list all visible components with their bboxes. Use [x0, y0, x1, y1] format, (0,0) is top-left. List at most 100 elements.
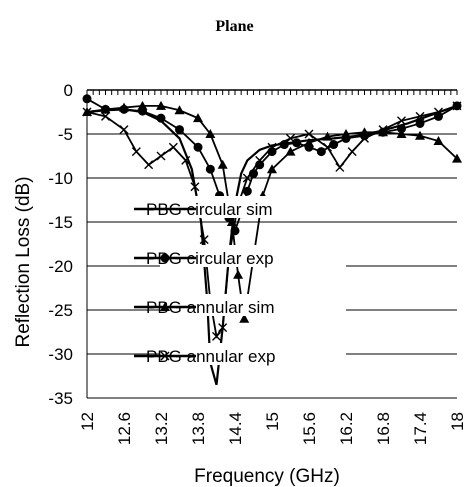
x-marker: [160, 351, 170, 361]
circle-marker: [160, 253, 170, 263]
y-tick-label: -25: [48, 301, 73, 320]
triangle-marker: [396, 129, 407, 138]
x-marker: [304, 129, 314, 139]
x-tick-label: 14.4: [226, 412, 245, 445]
triangle-marker: [156, 100, 166, 110]
triangle-marker: [322, 131, 333, 141]
triangle-marker: [217, 159, 228, 169]
x-marker: [434, 107, 443, 117]
triangle-marker: [267, 164, 277, 174]
x-tick-label: 18: [448, 412, 467, 431]
x-marker: [168, 142, 178, 152]
series-layer: [82, 94, 462, 386]
chart-title: Plane: [215, 18, 254, 35]
circle-marker: [156, 113, 166, 123]
circle-marker: [415, 118, 425, 128]
triangle-marker: [433, 136, 444, 146]
circle-marker: [242, 186, 252, 196]
x-tick-label: 13.2: [152, 412, 171, 445]
x-marker: [181, 155, 191, 165]
series-triangle: [82, 100, 462, 323]
triangle-marker: [378, 127, 388, 137]
circle-marker: [329, 140, 339, 150]
x-marker: [452, 101, 462, 111]
x-marker: [101, 111, 110, 121]
axes: [86, 89, 458, 399]
triangle-marker: [452, 153, 462, 163]
x-marker: [335, 162, 345, 172]
triangle-marker: [193, 113, 203, 123]
triangle-marker: [415, 130, 425, 140]
circle-marker: [316, 147, 326, 157]
legend-label: PBG circular sim: [146, 200, 273, 219]
triangle-marker: [137, 100, 148, 110]
triangle-marker: [205, 129, 216, 138]
circle-marker: [175, 125, 184, 135]
triangle-marker: [174, 105, 185, 115]
triangle-marker: [160, 302, 170, 311]
x-marker: [242, 173, 252, 183]
triangle-marker: [285, 146, 296, 156]
x-tick-label: 15.6: [300, 412, 319, 445]
x-tick-label: 17.4: [411, 412, 430, 445]
x-marker: [212, 331, 221, 341]
x-marker: [199, 235, 209, 245]
legend: PBG circular sim PBG circular exp PBG annu…: [134, 196, 346, 366]
x-marker: [156, 151, 166, 161]
circle-marker: [193, 142, 203, 152]
x-marker: [131, 147, 141, 157]
x-marker: [397, 116, 406, 126]
legend-bg: [160, 196, 346, 218]
legend-bg: [160, 294, 346, 316]
legend-entry: PBG circular sim: [134, 196, 346, 219]
x-marker: [119, 125, 129, 135]
triangle-marker: [100, 104, 111, 114]
y-tick-label: -20: [48, 257, 73, 276]
legend-entry: PBG circular exp: [134, 245, 346, 268]
triangle-marker: [359, 127, 370, 137]
legend-entry: PBG annular sim: [134, 294, 346, 317]
legend-bg: [160, 245, 346, 267]
circle-marker: [292, 138, 302, 148]
x-marker: [378, 125, 388, 135]
triangle-marker: [239, 313, 250, 323]
x-marker: [347, 147, 357, 157]
x-tick-label: 16.2: [337, 412, 356, 445]
triangle-marker: [233, 269, 244, 279]
circle-marker: [82, 94, 92, 104]
triangle-marker: [341, 129, 351, 138]
legend-bg: [160, 343, 346, 365]
y-tick-label: -10: [48, 169, 73, 188]
y-tick-label: -35: [48, 389, 73, 408]
legend-entry: PBG annular exp: [134, 343, 346, 366]
tick-labels: 0 -5 -10 -15 -20 -25 -30 -35 12 12.6 13.2 13.8 14.4 1…: [48, 81, 467, 445]
x-marker: [255, 155, 265, 165]
y-tick-label: -5: [58, 125, 73, 144]
x-marker: [415, 111, 425, 121]
x-marker: [218, 323, 228, 333]
y-axis-title: Reflection Loss (dB): [13, 176, 34, 347]
x-marker: [360, 133, 369, 143]
x-marker: [323, 142, 332, 152]
triangle-marker: [119, 102, 129, 112]
circle-marker: [205, 164, 215, 174]
x-axis-title: Frequency (GHz): [194, 466, 340, 487]
x-tick-label: 13.8: [189, 412, 208, 445]
legend-label: PBG circular exp: [146, 249, 274, 268]
legend-label: PBG annular exp: [146, 347, 275, 366]
x-marker: [144, 160, 154, 170]
circle-marker: [397, 124, 406, 134]
x-marker: [82, 107, 92, 117]
triangle-marker: [304, 137, 314, 147]
y-tick-label: 0: [64, 81, 73, 100]
x-tick-label: 15: [263, 412, 282, 431]
x-marker: [286, 133, 295, 143]
x-tick-label: 12.6: [115, 412, 134, 445]
x-tick-label: 16.8: [374, 412, 393, 445]
x-marker: [190, 182, 200, 192]
x-marker: [267, 142, 277, 152]
legend-label: PBG annular sim: [146, 298, 275, 317]
y-tick-label: -15: [48, 213, 73, 232]
x-tick-label: 12: [78, 412, 97, 431]
